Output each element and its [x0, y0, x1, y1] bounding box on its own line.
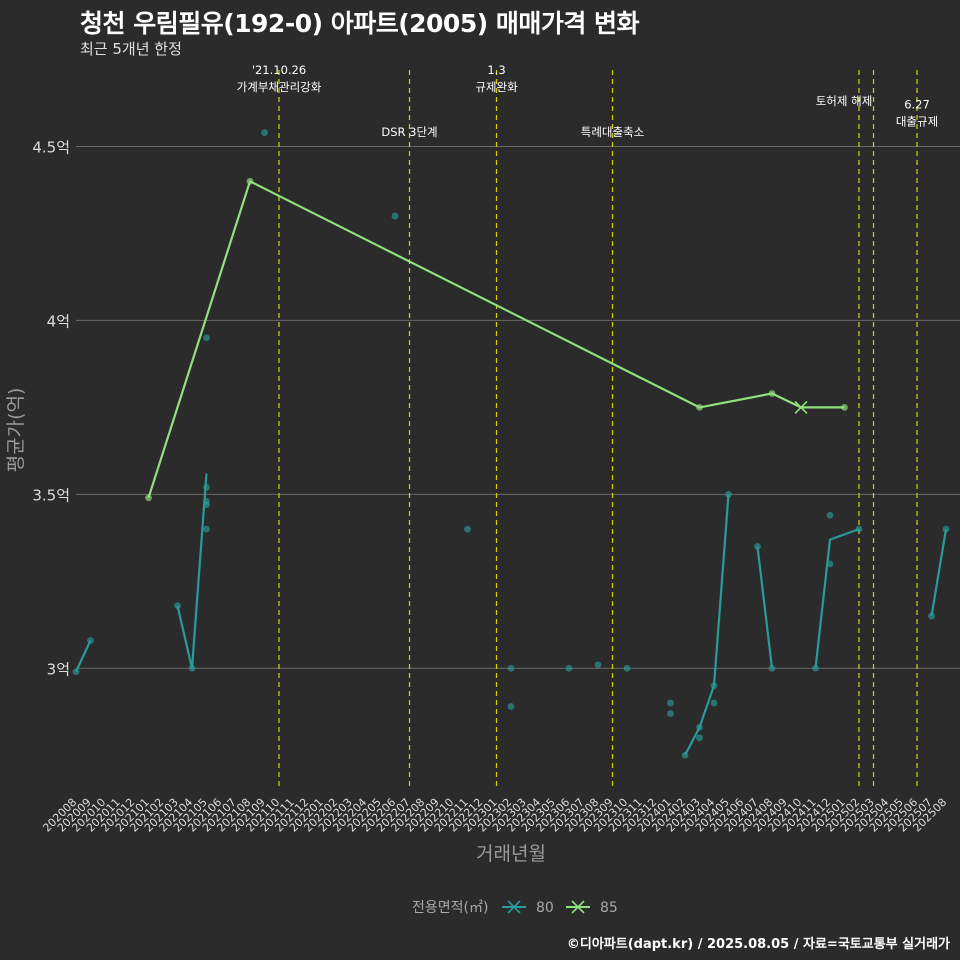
- series-85-point: [841, 403, 848, 411]
- series-80-line: [756, 546, 774, 669]
- series-80-point: [87, 637, 94, 644]
- series-80-point: [812, 664, 819, 672]
- series-80-point: [710, 699, 718, 707]
- series-80-point: [507, 664, 515, 672]
- y-tick-label: 3억: [47, 660, 70, 678]
- y-axis-title: 평균가(억): [5, 388, 27, 473]
- x-axis-title: 거래년월: [476, 843, 546, 865]
- series-85-point: [768, 390, 776, 397]
- chart-title: 청천 우림필유(192-0) 아파트(2005) 매매가격 변화: [80, 9, 640, 38]
- series-80-line: [814, 528, 860, 669]
- series-80-point: [203, 483, 210, 491]
- series-80-point: [826, 511, 834, 519]
- series-85-point: [696, 403, 703, 411]
- legend-title: 전용면적(㎡): [412, 900, 488, 916]
- series-80-point: [754, 543, 761, 550]
- series-layer: [72, 129, 950, 759]
- chart-subtitle: 최근 5개년 한정: [80, 40, 182, 58]
- series-80-point: [725, 490, 732, 498]
- series-80-point: [826, 560, 834, 568]
- series-80-point: [565, 664, 573, 672]
- legend-key-85-cross-b: [571, 900, 585, 914]
- event-label: 1.3: [487, 63, 505, 77]
- event-label: 6.27: [904, 98, 930, 112]
- series-80-point: [203, 334, 210, 342]
- series-80-point: [464, 525, 471, 533]
- series-80-line: [684, 494, 730, 756]
- series-80-point: [942, 525, 950, 533]
- series-80-point: [203, 525, 210, 533]
- series-80-point: [667, 699, 674, 707]
- event-label: 특례대출축소: [581, 125, 644, 139]
- series-80-point: [667, 710, 674, 717]
- event-label: 가계부채관리강화: [237, 80, 322, 94]
- series-80-point: [203, 497, 210, 505]
- series-80-line: [75, 639, 92, 673]
- series-80-point: [261, 129, 268, 137]
- series-80-point: [696, 734, 703, 742]
- series-80-point: [623, 664, 631, 672]
- series-85-point: [145, 494, 152, 502]
- series-80-point: [928, 612, 935, 620]
- series-80-point: [72, 668, 80, 676]
- series-80-point: [391, 212, 399, 220]
- series-80-point: [710, 682, 718, 690]
- series-85-cross-b: [794, 400, 808, 414]
- event-label: DSR 3단계: [381, 125, 437, 139]
- series-80-point: [855, 525, 863, 533]
- y-tick-label: 3.5억: [32, 486, 70, 504]
- series-80-point: [594, 661, 602, 669]
- event-label: 대출규제: [896, 115, 938, 129]
- legend-label-80: 80: [536, 900, 554, 916]
- series-80-line: [176, 473, 208, 670]
- series-80-line: [930, 528, 948, 617]
- series-80-point: [188, 664, 196, 672]
- series-80-point: [681, 751, 689, 759]
- y-tick-label: 4억: [47, 312, 70, 330]
- series-80-point: [768, 664, 776, 672]
- legend: 전용면적(㎡) 80 85: [412, 900, 618, 916]
- axis-layer: 3억3.5억4억4.5억2020082020092020102020112020…: [5, 139, 949, 865]
- series-85-line: [147, 180, 845, 499]
- series-85-point: [246, 177, 254, 185]
- legend-key-80-cross-b: [507, 900, 521, 914]
- series-80-point: [696, 723, 703, 731]
- y-tick-label: 4.5억: [32, 139, 70, 157]
- event-label: 토허제 해제: [816, 94, 873, 108]
- legend-label-85: 85: [600, 900, 618, 916]
- series-80-point: [174, 602, 181, 610]
- event-label: '21.10.26: [252, 63, 306, 77]
- series-80-point: [507, 703, 515, 710]
- event-label: 규제완화: [475, 80, 518, 94]
- source-caption: ©디아파트(dapt.kr) / 2025.08.05 / 자료=국토교통부 실…: [566, 937, 950, 952]
